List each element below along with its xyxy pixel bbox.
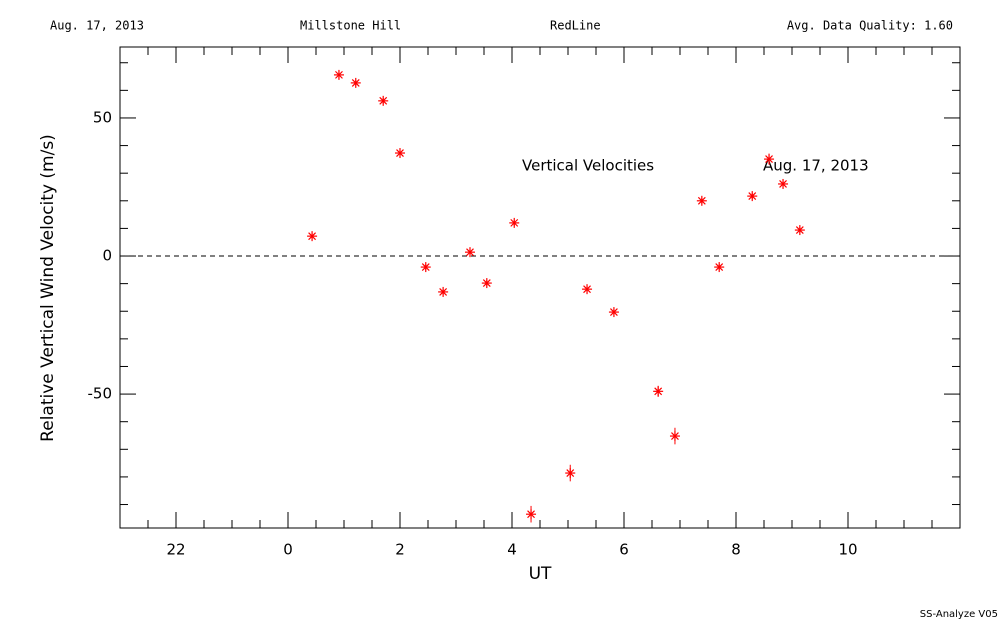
x-tick-label: 4 bbox=[507, 541, 517, 559]
footer: SS-Analyze V05 bbox=[920, 609, 998, 620]
data-point bbox=[481, 278, 492, 289]
header-site: Millstone Hill bbox=[300, 19, 401, 33]
y-axis-label: Relative Vertical Wind Velocity (m/s) bbox=[38, 134, 58, 442]
data-point bbox=[696, 195, 707, 206]
data-point bbox=[669, 431, 680, 442]
star-stroke bbox=[421, 263, 430, 271]
data-point bbox=[747, 191, 758, 202]
star-stroke bbox=[335, 70, 343, 79]
annotation: Vertical Velocities bbox=[522, 157, 654, 175]
star-stroke bbox=[748, 192, 757, 201]
x-tick-label: 8 bbox=[731, 541, 741, 559]
data-point bbox=[395, 148, 405, 159]
x-tick-label: 10 bbox=[838, 541, 857, 559]
data-point bbox=[438, 286, 449, 297]
star-stroke bbox=[308, 232, 317, 241]
data-point bbox=[307, 231, 318, 242]
y-tick-label: 0 bbox=[102, 247, 112, 265]
star-stroke bbox=[510, 218, 519, 227]
star-stroke bbox=[654, 387, 663, 396]
star-stroke bbox=[609, 308, 618, 316]
star-stroke bbox=[671, 432, 679, 440]
star-stroke bbox=[396, 149, 404, 157]
data-point bbox=[764, 154, 775, 165]
x-tick-label: 6 bbox=[619, 541, 629, 559]
star-stroke bbox=[779, 180, 787, 188]
data-point bbox=[333, 69, 344, 80]
data-point bbox=[714, 262, 725, 273]
data-point bbox=[608, 307, 619, 318]
star-stroke bbox=[351, 78, 360, 87]
data-point bbox=[350, 77, 361, 88]
star-stroke bbox=[697, 196, 706, 205]
y-tick-label: -50 bbox=[88, 385, 113, 403]
data-point bbox=[778, 178, 789, 189]
data-point bbox=[653, 386, 664, 397]
x-tick-label: 2 bbox=[395, 541, 405, 559]
data-point bbox=[582, 284, 593, 295]
data-point bbox=[526, 509, 537, 520]
header-quality: Avg. Data Quality: 1.60 bbox=[787, 19, 953, 33]
star-stroke bbox=[765, 155, 773, 164]
star-stroke bbox=[583, 285, 591, 294]
data-point bbox=[565, 468, 576, 479]
data-point bbox=[794, 225, 805, 236]
x-tick-label: 0 bbox=[283, 541, 293, 559]
x-tick-label: 22 bbox=[166, 541, 185, 559]
star-stroke bbox=[527, 510, 535, 519]
data-point bbox=[465, 247, 475, 258]
header-date: Aug. 17, 2013 bbox=[50, 19, 144, 33]
x-axis-label: UT bbox=[529, 564, 552, 584]
star-stroke bbox=[439, 287, 448, 296]
data-point bbox=[509, 217, 520, 228]
star-stroke bbox=[482, 279, 491, 288]
header-line: RedLine bbox=[550, 19, 601, 33]
star-stroke bbox=[566, 469, 575, 477]
y-tick-label: 50 bbox=[93, 108, 112, 126]
star-stroke bbox=[715, 263, 724, 271]
star-stroke bbox=[379, 96, 388, 105]
star-stroke bbox=[466, 248, 474, 257]
data-point bbox=[378, 95, 389, 106]
annotation: Aug. 17, 2013 bbox=[763, 157, 869, 175]
star-stroke bbox=[795, 226, 804, 234]
data-point bbox=[420, 262, 431, 273]
